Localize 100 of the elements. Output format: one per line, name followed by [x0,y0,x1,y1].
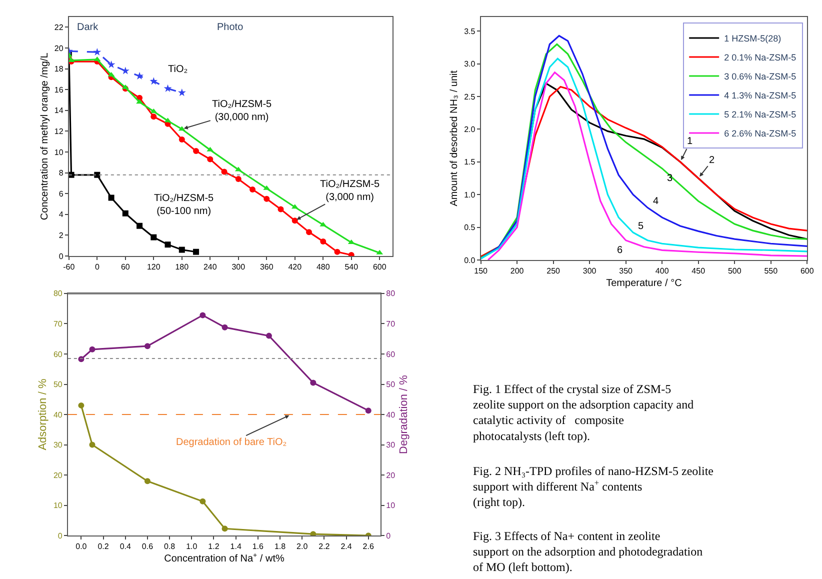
y2-tick-label: 80 [386,289,396,298]
annotation: 6 [617,245,623,256]
annotation: TiO₂/HZSM-5 (3,000 nm) [320,179,380,203]
point [107,60,116,68]
y-tick-label: 40 [53,410,63,420]
legend-label: 5 2.1% Na-ZSM-5 [724,110,796,120]
point [144,343,150,350]
annotation: Photo [217,22,244,33]
x-tick-label: 0.8 [164,542,176,552]
x-tick-label: 300 [232,262,246,272]
point [320,238,326,244]
point [193,248,200,255]
x-tick-label: 150 [474,266,488,276]
x-tick-label: 60 [120,262,130,272]
y-tick-label: 10 [53,501,63,510]
y2-tick-label: 40 [386,410,396,420]
x-tick-label: 420 [288,262,302,272]
point [310,380,316,386]
x-tick-label: 550 [764,266,778,276]
point [348,252,354,256]
x-tick-label: 500 [728,266,742,276]
point [144,478,150,484]
point [221,168,228,175]
caption: Fig. 1 Effect of the crystal size of ZSM-5 zeolite support on the adsorption capacity and catalytic activity of composite photocatalysts (left top). [473,382,694,443]
y-tick-label: 2 [58,231,64,240]
legend-label: 6 2.6% Na-ZSM-5 [724,128,796,139]
x-tick-label: 2.2 [318,542,330,552]
point [108,194,114,201]
annotation: 2 [709,155,715,166]
point [235,176,242,182]
y-tick-label: 10 [54,148,64,157]
x-tick-label: 400 [655,266,670,276]
y-tick-label: 60 [53,350,63,359]
y-tick-label: 16 [54,85,64,94]
x-tick-label: 2.4 [340,542,352,552]
x-tick-label: 300 [582,266,597,276]
x-tick-label: 450 [692,266,706,276]
point [136,99,143,104]
point [292,218,298,224]
y-axis-title: Amount of desorbed NH₃ / unit [449,70,460,206]
annotation: Degradation of bare TiO₂ [176,437,287,448]
y-axis-title: Concentration of methyl orange /mg/L [39,52,50,220]
x-tick-label: 0.6 [142,542,154,552]
point [68,57,75,62]
point [178,88,186,96]
x-tick-label: 120 [146,262,161,272]
x-tick-label: 480 [316,262,330,272]
annotation: 3 [667,173,673,184]
x-tick-label: 350 [619,266,634,276]
y-tick-label: 3.5 [464,26,476,36]
x-tick-label: 1.6 [252,542,264,552]
x-tick-label: 0.4 [120,542,132,552]
annotation: 5 [638,221,644,232]
point [164,84,172,92]
y-tick-label: 3.0 [464,60,476,69]
x-tick-label: 1.0 [186,542,198,552]
y2-tick-label: 70 [386,320,396,328]
point [150,234,157,240]
y-tick-label: 20 [54,44,64,53]
y-tick-label: 2.0 [464,125,476,134]
point [306,229,312,236]
y-tick-label: 0.5 [464,223,476,232]
caption: Fig. 3 Effects of Na+ content in zeolite support on the adsorption and photodegradation of MO (left bottom). [473,529,703,574]
x-axis-title: Temperature / °C [606,278,682,290]
y-tick-label: 4 [58,210,64,220]
y-tick-label: 2.5 [464,92,476,102]
point [178,136,185,143]
point [222,324,228,330]
point [278,206,284,212]
x-tick-label: 1.4 [230,542,242,552]
y-tick-label: 0.0 [464,256,476,265]
annotation: 4 [653,196,659,207]
y2-tick-label: 0 [386,531,392,540]
point [121,66,130,74]
x-tick-label: 1.2 [208,542,220,552]
y2-tick-label: 20 [386,470,396,480]
point [250,186,256,192]
x-tick-label: 540 [344,262,359,272]
y-tick-label: 20 [53,470,63,480]
point [310,531,316,536]
y-tick-label: 0 [58,252,64,261]
y2-axis-title: Degradation / % [398,374,410,454]
y2-tick-label: 10 [386,501,396,510]
y-tick-label: 80 [53,289,63,298]
x-tick-label: 600 [372,262,387,272]
x-tick-label: 360 [260,262,274,272]
point [266,332,272,339]
annotation: TiO₂/HZSM-5 (30,000 nm) [212,99,272,123]
x-tick-label: 0.0 [76,542,88,552]
legend-label: 3 0.6% Na-ZSM-5 [724,72,796,82]
x-tick-label: 200 [510,266,524,276]
point [164,242,171,248]
x-tick-label: 1.8 [274,542,286,552]
point [78,402,84,408]
point [200,312,206,318]
x-tick-label: 2.0 [296,542,308,552]
y2-tick-label: 50 [386,380,396,390]
y-tick-label: 50 [53,380,63,390]
point [136,222,143,229]
annotation: Dark [77,22,100,33]
